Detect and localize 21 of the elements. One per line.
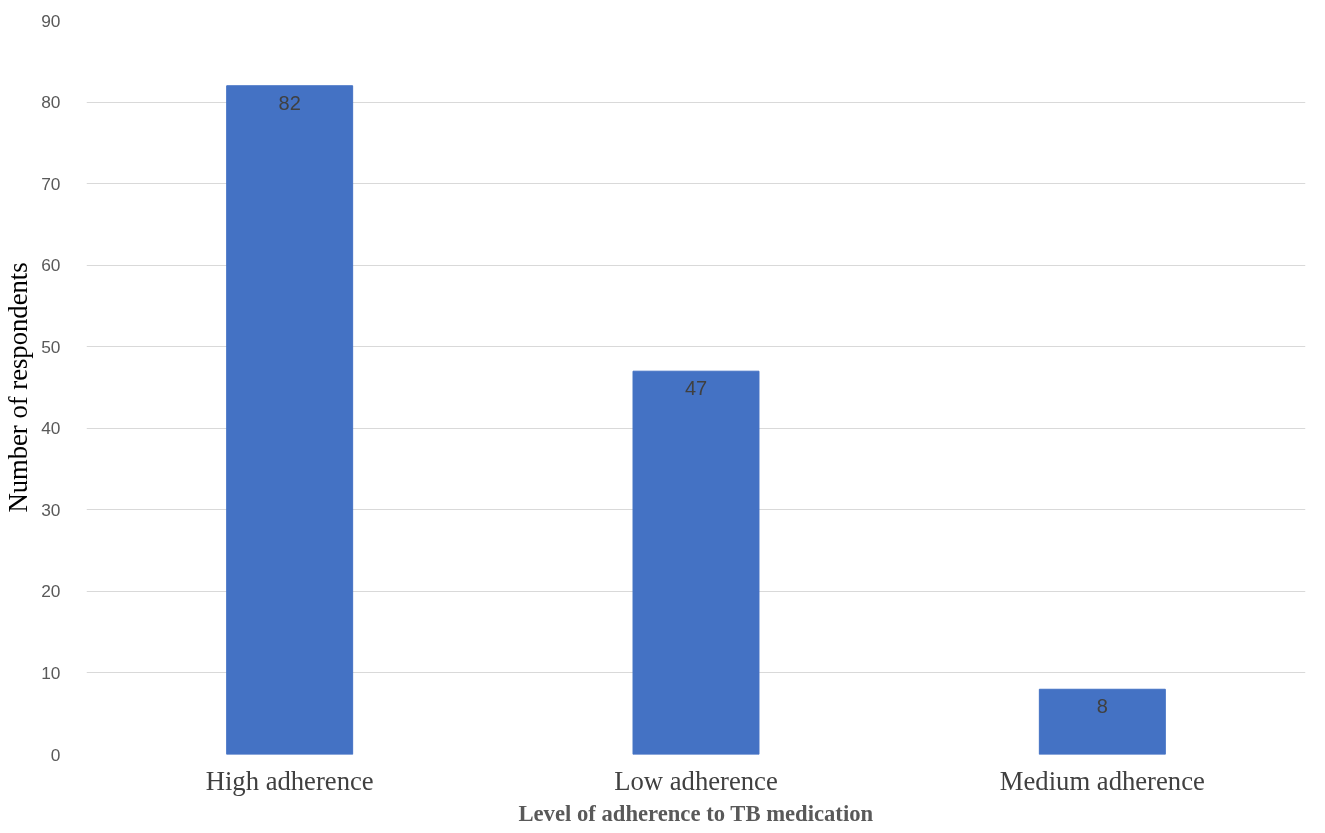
y-tick-label: 70 [41,173,61,194]
bar [632,370,760,755]
y-tick-label: 0 [50,744,61,765]
data-label: 8 [1096,695,1108,718]
y-tick-label: 60 [41,255,61,276]
y-tick-label: 40 [41,418,61,439]
bar [1038,688,1166,755]
y-tick-label: 20 [41,581,61,602]
x-tick-label: Low adherence [614,765,778,796]
y-tick-label: 30 [41,499,61,520]
y-tick-label: 80 [41,92,61,113]
y-axis-title: Number of respondents [3,262,34,513]
y-tick-label: 90 [41,10,61,31]
x-tick-label: Medium adherence [999,765,1205,796]
y-tick-label: 10 [41,662,61,683]
x-axis-title: Level of adherence to TB medication [518,800,874,826]
bar [226,85,354,755]
x-tick-label: High adherence [205,765,374,796]
data-label: 82 [278,91,301,114]
y-tick-label: 50 [41,336,61,357]
data-label: 47 [684,377,708,400]
